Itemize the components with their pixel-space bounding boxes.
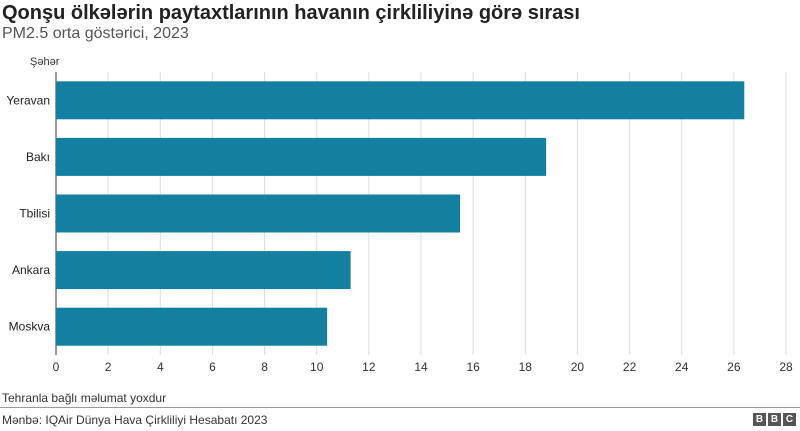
- category-label: Ankara: [12, 263, 50, 277]
- source-text: Mənbə: IQAir Dünya Hava Çirkliliyi Hesab…: [2, 413, 268, 427]
- bar-yeravan: [56, 81, 745, 120]
- x-tick-label: 10: [310, 360, 324, 374]
- bbc-logo-letter: B: [753, 413, 766, 426]
- bar-tbilisi: [56, 194, 461, 233]
- x-tick-labels: 0 2 4 6 8 10 12 14 16 18 20 22 24 26 28: [53, 360, 793, 374]
- category-label: Bakı: [26, 150, 50, 164]
- footnote: Tehranla bağlı məlumat yoxdur: [2, 391, 167, 405]
- chart-title: Qonşu ölkələrin paytaxtlarının havanın ç…: [2, 2, 580, 24]
- category-label: Moskva: [9, 320, 51, 334]
- x-tick-label: 16: [466, 360, 480, 374]
- x-tick-label: 18: [519, 360, 533, 374]
- x-tick-label: 12: [362, 360, 376, 374]
- x-tick-label: 2: [105, 360, 112, 374]
- category-labels: Yeravan Bakı Tbilisi Ankara Moskva: [6, 93, 50, 333]
- bbc-logo: B B C: [753, 413, 796, 426]
- category-axis-label: Şəhər: [30, 56, 60, 68]
- footer-divider: [0, 407, 800, 408]
- x-tick-label: 4: [157, 360, 164, 374]
- category-label: Yeravan: [6, 93, 50, 107]
- category-label: Tbilisi: [19, 207, 50, 221]
- x-tick-label: 20: [571, 360, 585, 374]
- x-tick-label: 22: [623, 360, 637, 374]
- bars: [56, 81, 745, 346]
- bar-bakı: [56, 137, 547, 176]
- bbc-logo-letter: B: [768, 413, 781, 426]
- bar-ankara: [56, 251, 351, 290]
- x-tick-label: 6: [209, 360, 216, 374]
- x-tick-label: 26: [727, 360, 741, 374]
- x-tick-label: 28: [779, 360, 793, 374]
- chart-subtitle: PM2.5 orta göstərici, 2023: [2, 25, 189, 42]
- bbc-logo-letter: C: [783, 413, 796, 426]
- x-tick-label: 24: [675, 360, 689, 374]
- x-tick-label: 8: [261, 360, 268, 374]
- x-tick-label: 0: [53, 360, 60, 374]
- x-tick-label: 14: [414, 360, 428, 374]
- bar-moskva: [56, 307, 328, 346]
